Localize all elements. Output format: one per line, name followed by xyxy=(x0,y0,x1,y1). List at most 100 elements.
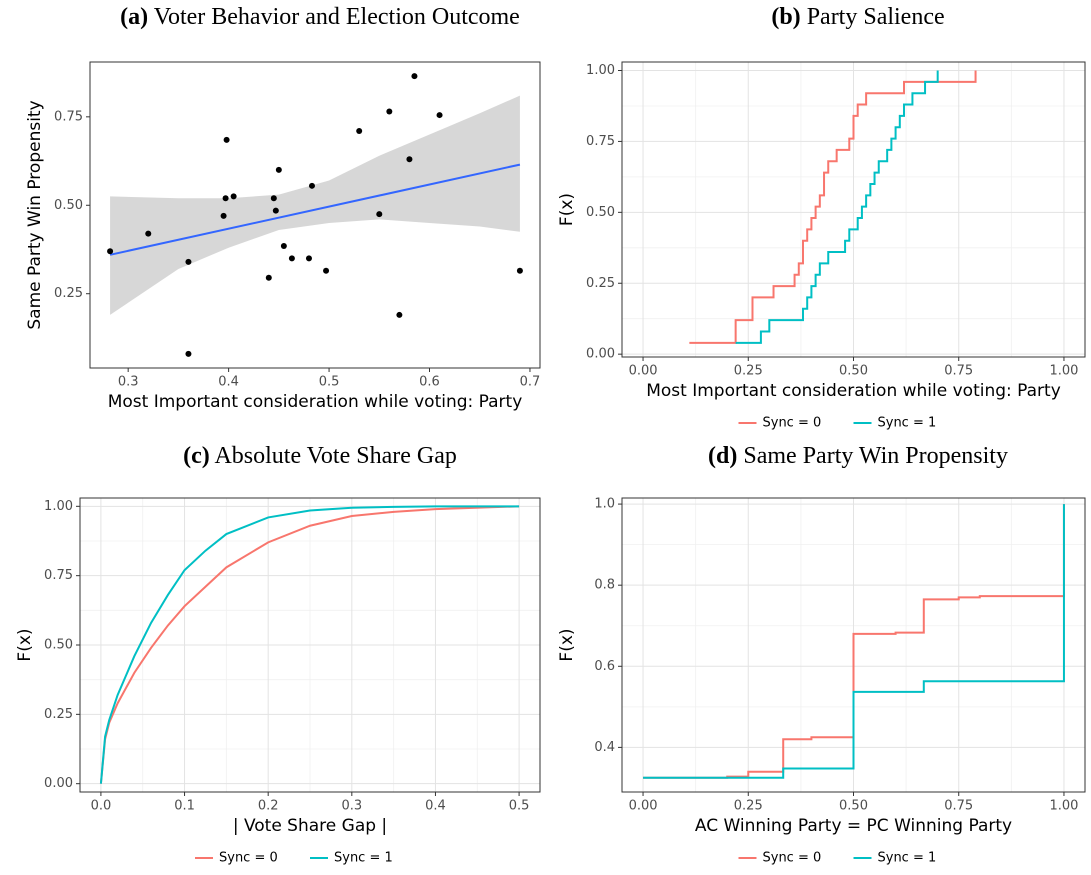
point xyxy=(386,108,393,115)
y-tick-label: 0.25 xyxy=(44,707,73,722)
point xyxy=(275,166,282,173)
point xyxy=(411,73,418,80)
panel-label: (b) xyxy=(771,4,800,30)
x-tick-label: 1.00 xyxy=(1049,364,1078,379)
legend-label: Sync = 0 xyxy=(763,416,822,431)
step-line xyxy=(689,70,977,344)
point xyxy=(305,255,312,262)
legend-label: Sync = 0 xyxy=(763,851,822,866)
y-tick-label: 0.50 xyxy=(44,638,73,653)
panel-title: (d) Same Party Win Propensity xyxy=(708,443,1008,469)
y-tick-label: 0.75 xyxy=(586,134,615,149)
point xyxy=(265,274,272,281)
point xyxy=(272,207,279,214)
panel-title-text: Voter Behavior and Election Outcome xyxy=(154,4,520,30)
x-tick-label: 0.5 xyxy=(509,799,530,814)
x-tick-label: 0.75 xyxy=(944,799,973,814)
x-tick-label: 0.0 xyxy=(91,799,112,814)
x-tick-label: 0.7 xyxy=(520,375,541,390)
y-tick-label: 1.00 xyxy=(586,63,615,78)
x-tick-label: 0.00 xyxy=(629,364,658,379)
legend-label: Sync = 1 xyxy=(878,851,937,866)
panel-title-text: Same Party Win Propensity xyxy=(743,443,1008,469)
x-tick-label: 0.3 xyxy=(341,799,362,814)
fit-line xyxy=(109,163,521,256)
panel-border xyxy=(79,497,541,793)
panel-title-text: Party Salience xyxy=(807,4,945,30)
plot-area xyxy=(689,70,977,344)
x-tick-label: 0.3 xyxy=(118,375,139,390)
point xyxy=(185,350,192,357)
panel-title: (a) Voter Behavior and Election Outcome xyxy=(120,4,520,30)
y-tick-label: 0.00 xyxy=(586,347,615,362)
y-tick-label: 0.75 xyxy=(54,109,83,124)
x-tick-label: 0.50 xyxy=(839,799,868,814)
x-tick-label: 0.2 xyxy=(258,799,279,814)
line xyxy=(99,505,520,784)
y-tick-label: 0.8 xyxy=(594,578,615,593)
point xyxy=(185,258,192,265)
legend-label: Sync = 1 xyxy=(878,416,937,431)
y-tick-label: 0.75 xyxy=(44,568,73,583)
x-axis-title: Most Important consideration while votin… xyxy=(646,381,1061,401)
step-line xyxy=(735,70,939,344)
y-tick-label: 0.50 xyxy=(54,198,83,213)
y-axis-title: Same Party Win Propensity xyxy=(25,100,45,329)
line xyxy=(99,505,520,784)
point xyxy=(396,311,403,318)
confidence-band xyxy=(110,95,520,315)
y-axis-title: F(x) xyxy=(15,628,35,661)
y-tick-label: 1.00 xyxy=(44,499,73,514)
x-tick-label: 0.75 xyxy=(944,364,973,379)
point xyxy=(376,211,383,218)
y-axis-title: F(x) xyxy=(557,193,577,226)
point xyxy=(270,195,277,202)
x-tick-label: 0.1 xyxy=(174,799,195,814)
x-tick-label: 1.00 xyxy=(1049,799,1078,814)
legend-label: Sync = 1 xyxy=(334,851,393,866)
legend-label: Sync = 0 xyxy=(219,851,278,866)
point xyxy=(145,230,152,237)
point xyxy=(107,248,114,255)
x-tick-label: 0.6 xyxy=(419,375,440,390)
panel-border xyxy=(621,61,1086,358)
x-tick-label: 0.00 xyxy=(629,799,658,814)
point xyxy=(220,212,227,219)
point xyxy=(308,182,315,189)
step-line xyxy=(643,504,1065,779)
panel-title: (c) Absolute Vote Share Gap xyxy=(183,443,457,469)
y-axis-title: F(x) xyxy=(557,628,577,661)
panel-border xyxy=(621,497,1086,793)
point xyxy=(356,127,363,134)
y-tick-label: 0.6 xyxy=(594,659,615,674)
point xyxy=(280,242,287,249)
x-tick-label: 0.25 xyxy=(734,364,763,379)
point xyxy=(222,195,229,202)
point xyxy=(288,255,295,262)
x-axis-title: Most Important consideration while votin… xyxy=(108,392,523,412)
x-tick-label: 0.5 xyxy=(319,375,340,390)
point xyxy=(436,112,443,119)
y-tick-label: 0.25 xyxy=(586,276,615,291)
panel-border xyxy=(89,61,541,369)
panel-label: (d) xyxy=(708,443,737,469)
plot-area xyxy=(107,73,523,357)
point xyxy=(230,193,237,200)
x-tick-label: 0.4 xyxy=(218,375,239,390)
x-tick-label: 0.4 xyxy=(425,799,446,814)
panel-title: (b) Party Salience xyxy=(771,4,944,30)
y-tick-label: 0.4 xyxy=(594,740,615,755)
panel-label: (c) xyxy=(183,443,210,469)
x-axis-title: | Vote Share Gap | xyxy=(233,816,387,836)
y-tick-label: 1.0 xyxy=(594,497,615,512)
y-tick-label: 0.00 xyxy=(44,776,73,791)
step-line xyxy=(643,504,1065,779)
x-tick-label: 0.50 xyxy=(839,364,868,379)
plot-area xyxy=(643,504,1065,779)
x-axis-title: AC Winning Party = PC Winning Party xyxy=(695,816,1012,836)
point xyxy=(406,156,413,163)
point xyxy=(323,267,330,274)
panel-title-text: Absolute Vote Share Gap xyxy=(214,443,456,469)
point xyxy=(223,136,230,143)
